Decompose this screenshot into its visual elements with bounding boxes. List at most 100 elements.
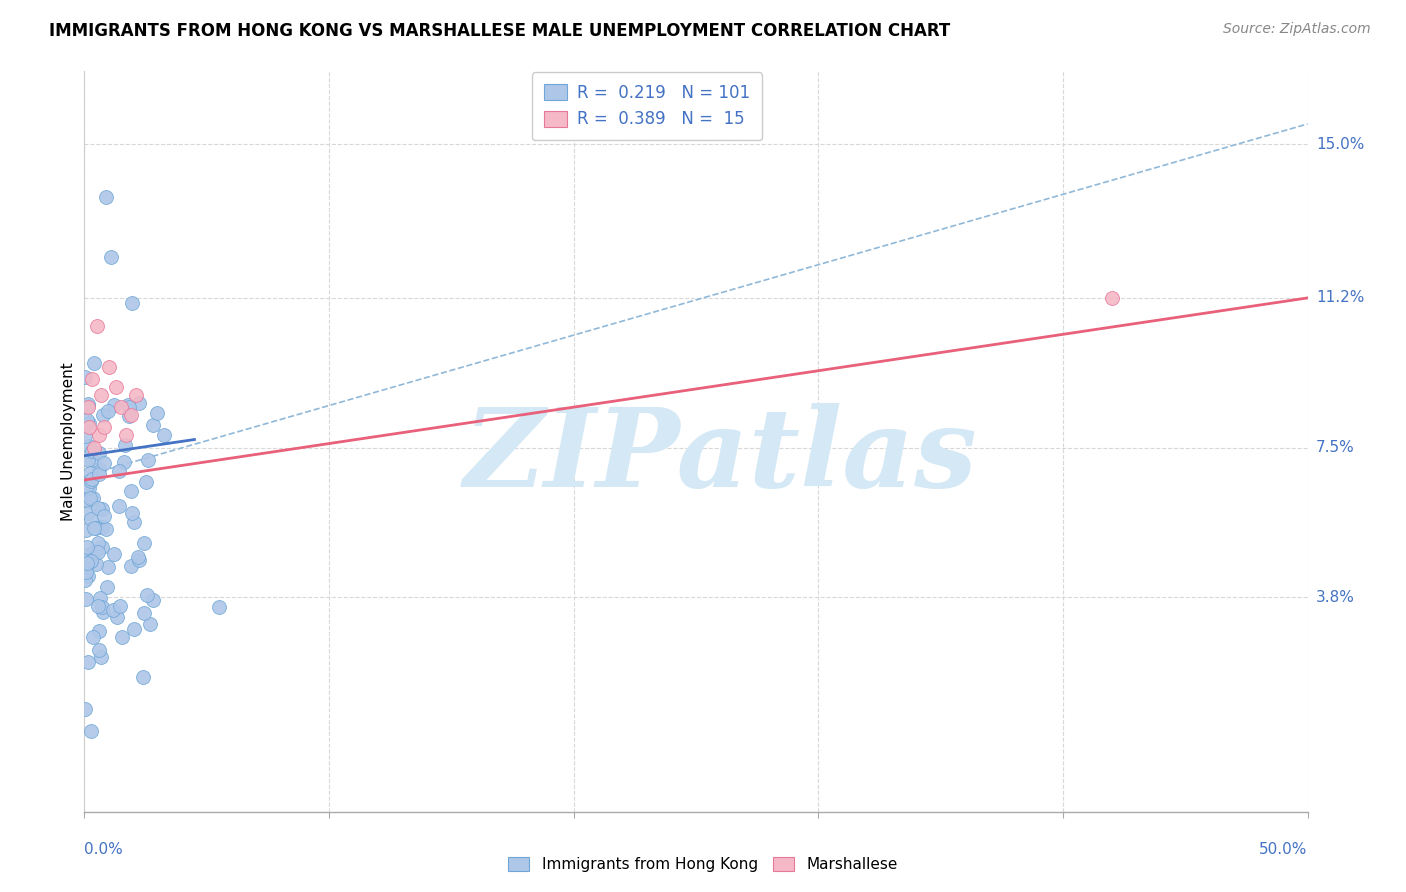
Point	[96, 190, 118, 204]
Point	[135, 475, 157, 489]
Point	[84, 544, 107, 558]
Point	[87, 643, 110, 657]
Text: 3.8%: 3.8%	[1316, 590, 1355, 605]
Point	[80, 372, 103, 386]
Point	[121, 506, 143, 520]
Point	[132, 536, 155, 550]
Point	[120, 483, 142, 498]
Point	[91, 606, 114, 620]
Point	[132, 607, 155, 621]
Point	[120, 409, 142, 423]
Point	[87, 599, 110, 613]
Point	[120, 559, 142, 574]
Point	[77, 493, 100, 508]
Point	[77, 506, 100, 520]
Point	[75, 523, 97, 537]
Point	[87, 501, 110, 516]
Point	[77, 416, 100, 430]
Point	[93, 508, 115, 523]
Point	[103, 547, 125, 561]
Point	[76, 569, 98, 583]
Point	[108, 499, 131, 513]
Point	[97, 559, 120, 574]
Point	[80, 443, 103, 458]
Point	[79, 491, 101, 506]
Point	[77, 400, 100, 414]
Point	[80, 453, 103, 467]
Y-axis label: Male Unemployment: Male Unemployment	[60, 362, 76, 521]
Text: 0.0%: 0.0%	[84, 842, 124, 857]
Point	[139, 617, 162, 632]
Point	[97, 359, 120, 374]
Point	[146, 406, 169, 420]
Point	[90, 649, 112, 664]
Text: Source: ZipAtlas.com: Source: ZipAtlas.com	[1223, 22, 1371, 37]
Point	[125, 388, 148, 402]
Text: ZIPatlas: ZIPatlas	[464, 402, 977, 510]
Point	[91, 520, 114, 534]
Point	[79, 554, 101, 568]
Point	[90, 502, 112, 516]
Point	[89, 591, 111, 605]
Point	[108, 599, 131, 613]
Point	[110, 400, 132, 414]
Point	[110, 630, 132, 644]
Point	[142, 593, 165, 607]
Point	[93, 456, 115, 470]
Point	[115, 428, 138, 442]
Point	[108, 464, 131, 478]
Point	[118, 400, 141, 414]
Point	[153, 428, 176, 442]
Point	[91, 541, 114, 555]
Point	[87, 624, 110, 638]
Point	[87, 428, 110, 442]
Point	[101, 603, 124, 617]
Point	[76, 556, 98, 570]
Point	[82, 631, 104, 645]
Point	[96, 580, 118, 594]
Text: 50.0%: 50.0%	[1260, 842, 1308, 857]
Point	[105, 610, 128, 624]
Point	[77, 452, 100, 467]
Point	[142, 418, 165, 433]
Point	[76, 548, 98, 562]
Point	[76, 479, 98, 493]
Text: 11.2%: 11.2%	[1316, 291, 1364, 305]
Point	[128, 550, 150, 565]
Point	[82, 491, 104, 505]
Point	[87, 446, 110, 460]
Point	[87, 536, 110, 550]
Point	[80, 512, 103, 526]
Point	[87, 461, 110, 475]
Point	[93, 420, 115, 434]
Point	[75, 591, 97, 606]
Point	[208, 600, 231, 615]
Point	[76, 540, 98, 554]
Point	[77, 396, 100, 410]
Point	[135, 588, 157, 602]
Point	[103, 398, 125, 412]
Point	[83, 521, 105, 535]
Point	[80, 549, 103, 563]
Point	[94, 522, 117, 536]
Legend: Immigrants from Hong Kong, Marshallese: Immigrants from Hong Kong, Marshallese	[501, 849, 905, 880]
Point	[100, 251, 122, 265]
Point	[75, 428, 97, 442]
Point	[112, 455, 135, 469]
Point	[114, 438, 136, 452]
Point	[83, 356, 105, 370]
Point	[86, 319, 108, 334]
Point	[128, 553, 150, 567]
Point	[117, 398, 139, 412]
Point	[87, 544, 110, 558]
Point	[80, 474, 103, 488]
Text: 15.0%: 15.0%	[1316, 136, 1364, 152]
Point	[82, 472, 104, 486]
Point	[80, 554, 103, 568]
Point	[75, 476, 97, 491]
Point	[83, 441, 105, 455]
Point	[136, 453, 159, 467]
Point	[77, 439, 100, 453]
Point	[122, 622, 145, 636]
Point	[75, 560, 97, 574]
